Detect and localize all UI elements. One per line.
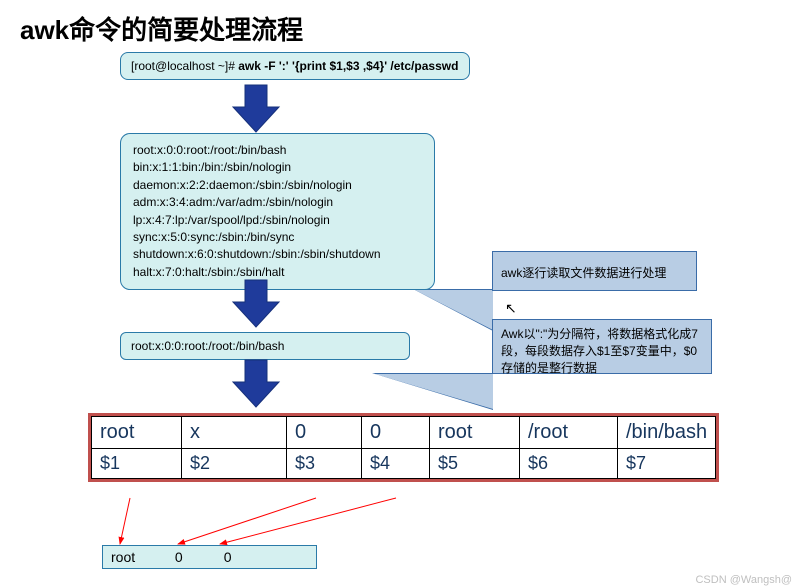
file-line: adm:x:3:4:adm:/var/adm:/sbin/nologin	[133, 194, 422, 211]
fields-table: root x 0 0 root /root /bin/bash $1 $2 $3…	[91, 416, 716, 479]
callout-tail	[415, 290, 493, 330]
file-line: bin:x:1:1:bin:/bin:/sbin/nologin	[133, 159, 422, 176]
result-box: root 0 0	[102, 545, 317, 569]
field-var: $1	[92, 449, 182, 479]
result-val: 0	[224, 549, 254, 565]
file-content-box: root:x:0:0:root:/root:/bin/bash bin:x:1:…	[120, 133, 435, 290]
file-line: shutdown:x:6:0:shutdown:/sbin:/sbin/shut…	[133, 246, 422, 263]
field-var: $5	[430, 449, 520, 479]
file-line: daemon:x:2:2:daemon:/sbin:/sbin/nologin	[133, 177, 422, 194]
result-val: 0	[175, 549, 220, 565]
watermark: CSDN @Wangsh@	[695, 574, 792, 586]
field-var: $3	[287, 449, 362, 479]
field-value: x	[182, 417, 287, 449]
shell-command: awk -F ':' '{print $1,$3 ,$4}' /etc/pass…	[238, 59, 458, 73]
result-val: root	[111, 549, 171, 565]
table-row: $1 $2 $3 $4 $5 $6 $7	[92, 449, 716, 479]
callout-tail	[375, 374, 493, 409]
fields-table-wrap: root x 0 0 root /root /bin/bash $1 $2 $3…	[88, 413, 719, 482]
field-value: /root	[520, 417, 618, 449]
file-line: root:x:0:0:root:/root:/bin/bash	[133, 142, 422, 159]
cursor-icon: ↖	[505, 300, 517, 317]
field-value: root	[430, 417, 520, 449]
field-value: 0	[362, 417, 430, 449]
single-line-box: root:x:0:0:root:/root:/bin/bash	[120, 332, 410, 360]
flow-arrows	[0, 0, 800, 588]
field-var: $4	[362, 449, 430, 479]
field-value: root	[92, 417, 182, 449]
table-row: root x 0 0 root /root /bin/bash	[92, 417, 716, 449]
shell-prompt: [root@localhost ~]#	[131, 59, 238, 73]
field-var: $7	[618, 449, 716, 479]
field-var: $2	[182, 449, 287, 479]
page-title: awk命令的简要处理流程	[20, 10, 303, 47]
field-value: 0	[287, 417, 362, 449]
field-var: $6	[520, 449, 618, 479]
field-value: /bin/bash	[618, 417, 716, 449]
command-box: [root@localhost ~]# awk -F ':' '{print $…	[120, 52, 470, 80]
file-line: lp:x:4:7:lp:/var/spool/lpd:/sbin/nologin	[133, 212, 422, 229]
file-line: sync:x:5:0:sync:/sbin:/bin/sync	[133, 229, 422, 246]
callout-note-2: Awk以":"为分隔符，将数据格式化成7段，每段数据存入$1至$7变量中，$0存…	[492, 319, 712, 374]
file-line: halt:x:7:0:halt:/sbin:/sbin/halt	[133, 264, 422, 281]
callout-note-1: awk逐行读取文件数据进行处理	[492, 251, 697, 291]
